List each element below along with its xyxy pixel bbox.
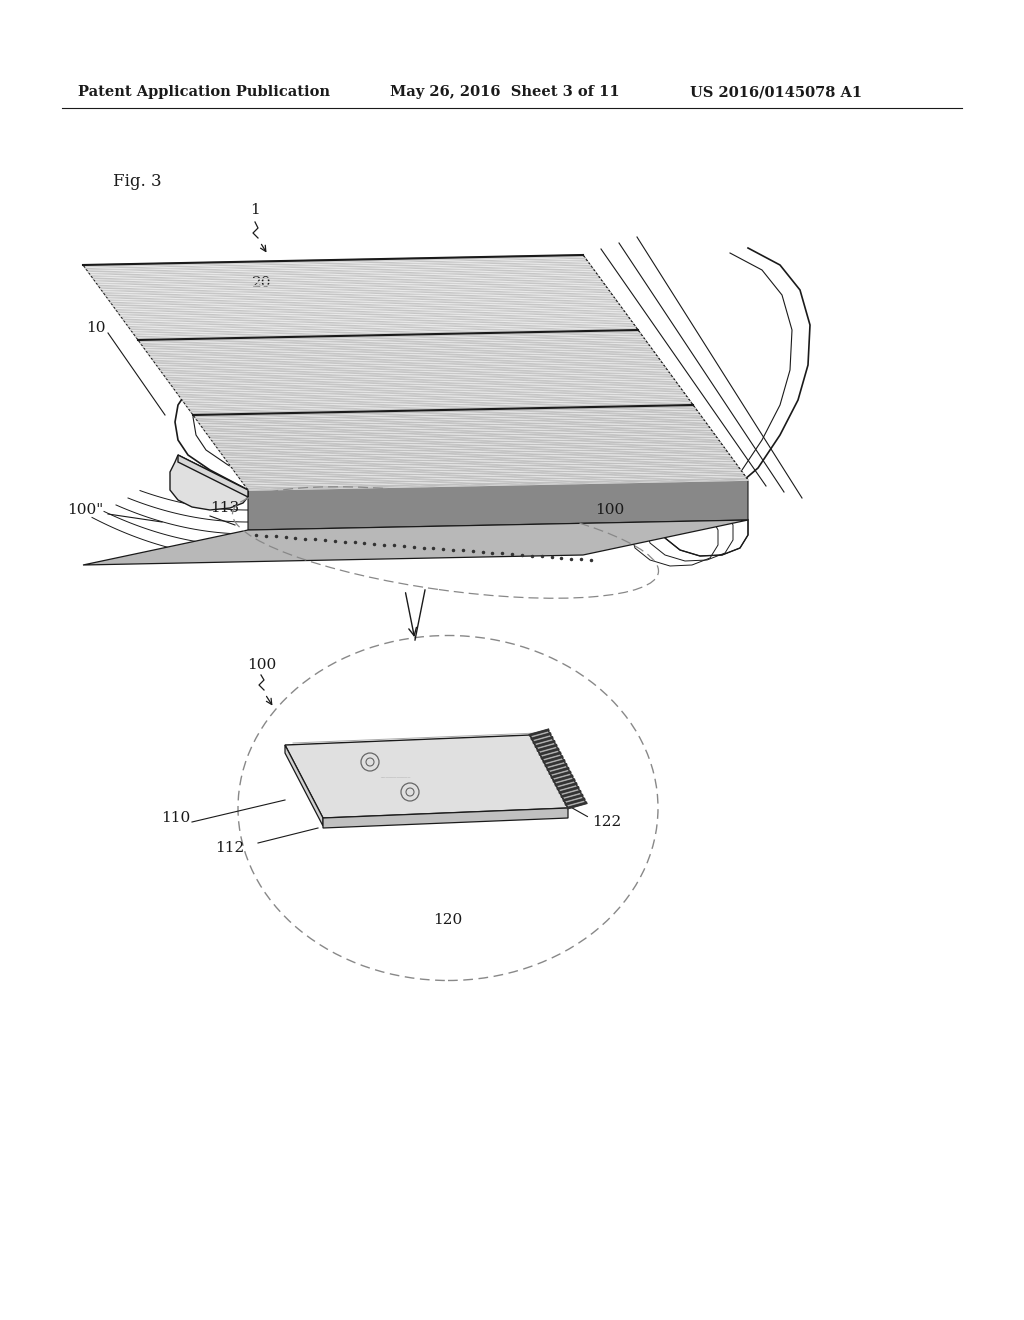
Polygon shape [83, 255, 638, 341]
Polygon shape [530, 730, 586, 808]
Text: Fig. 3: Fig. 3 [113, 173, 162, 190]
Text: 20: 20 [252, 276, 271, 290]
Polygon shape [138, 330, 693, 414]
Polygon shape [178, 455, 248, 498]
Text: US 2016/0145078 A1: US 2016/0145078 A1 [690, 84, 862, 99]
Text: ___________: ___________ [380, 774, 411, 779]
Polygon shape [248, 480, 748, 531]
Text: 1: 1 [250, 203, 260, 216]
Polygon shape [170, 455, 248, 510]
Text: May 26, 2016  Sheet 3 of 11: May 26, 2016 Sheet 3 of 11 [390, 84, 620, 99]
Text: 100: 100 [595, 503, 625, 517]
Polygon shape [83, 520, 748, 565]
Text: Patent Application Publication: Patent Application Publication [78, 84, 330, 99]
Polygon shape [193, 405, 748, 490]
Polygon shape [285, 744, 323, 826]
Text: 120: 120 [433, 913, 463, 927]
Text: 10: 10 [86, 321, 106, 335]
Text: 100": 100" [67, 503, 103, 517]
Text: 100': 100' [261, 549, 295, 564]
Text: 110: 110 [161, 810, 190, 825]
Text: 100: 100 [247, 657, 276, 672]
Text: 113: 113 [210, 502, 240, 515]
Text: 122: 122 [592, 814, 622, 829]
Polygon shape [323, 808, 568, 828]
Text: 112: 112 [215, 841, 245, 855]
Polygon shape [285, 735, 568, 818]
